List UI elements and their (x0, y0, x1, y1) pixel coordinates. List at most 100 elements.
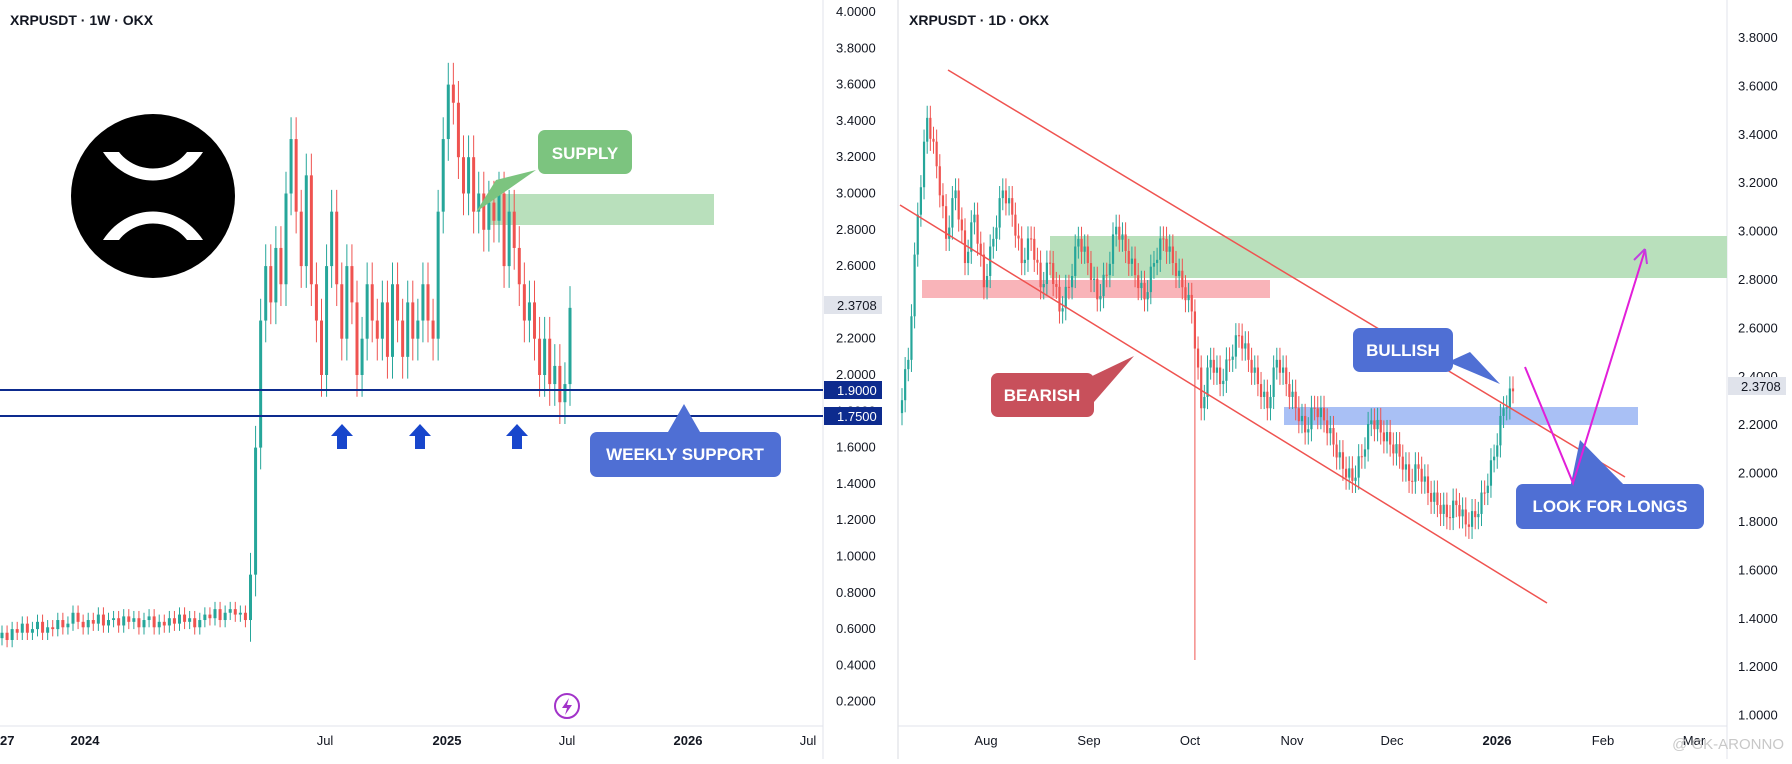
candle-body (1477, 513, 1480, 518)
candle-body (66, 623, 70, 628)
candle-body (1007, 198, 1011, 204)
candle-body (309, 175, 313, 285)
price-tick-label: 4.0000 (836, 4, 876, 19)
time-tick-label: Jul (800, 733, 817, 748)
candle-body (1045, 262, 1048, 285)
candle-body (1011, 198, 1014, 215)
candle-body (451, 84, 455, 103)
candle-body (1263, 391, 1266, 397)
candle-body (330, 211, 334, 267)
candle-body (1354, 477, 1357, 481)
candle-body (1357, 456, 1360, 478)
candle-body (441, 139, 445, 212)
price-tick-label: 2.2000 (1738, 417, 1778, 432)
candle-body (992, 238, 995, 247)
candle-body (1004, 190, 1008, 204)
candle-body (1140, 282, 1143, 289)
candle-body (1470, 511, 1474, 527)
candle-body (1401, 456, 1404, 470)
candle-body (20, 623, 24, 633)
time-tick-label: Dec (1380, 733, 1404, 748)
candle-body (396, 284, 400, 321)
candle-body (1178, 270, 1181, 276)
candle-body (507, 211, 511, 267)
candle-body (25, 623, 29, 633)
candle-body (1417, 464, 1420, 469)
weekly-chart: XRPUSDT · 1W · OKX SUPPLY WEEKLY SUPPORT (0, 0, 882, 759)
candle-body (563, 384, 567, 403)
candle-body (492, 202, 496, 221)
candle-body (543, 338, 547, 375)
candle-body (1433, 492, 1436, 502)
supply-label: SUPPLY (476, 130, 632, 212)
candle-body (406, 302, 410, 357)
candle-body (142, 620, 146, 628)
candle-body (462, 157, 465, 194)
candle-body (1228, 359, 1231, 361)
candle-body (1423, 476, 1426, 482)
candle-body (922, 141, 926, 188)
candle-body (916, 214, 919, 255)
time-tick-label: 2026 (674, 733, 703, 748)
candle-body (1033, 238, 1036, 260)
resistance-zone (922, 280, 1270, 298)
candle-body (1266, 391, 1269, 409)
price-tick-label: 1.6000 (1738, 562, 1778, 577)
price-tick-label: 0.6000 (836, 621, 876, 636)
candle-body (1250, 359, 1253, 373)
candle-body (979, 243, 982, 255)
candle-body (1146, 292, 1149, 300)
candle-body (568, 307, 572, 385)
candle-body (360, 338, 364, 375)
candle-body (1426, 476, 1430, 493)
candle-body (1218, 367, 1222, 385)
candle-body (61, 620, 65, 628)
candle-body (1407, 464, 1411, 481)
candle-body (472, 157, 476, 212)
candle-body (1326, 420, 1329, 434)
candle-body (228, 609, 232, 613)
candle-body (1093, 278, 1096, 280)
candle-body (1222, 380, 1225, 385)
svg-text:2.3708: 2.3708 (837, 298, 877, 313)
candle-body (1036, 259, 1039, 263)
candle-body (1137, 275, 1140, 289)
chart-title: XRPUSDT · 1W · OKX (10, 12, 154, 28)
price-tick-label: 2.8000 (836, 222, 876, 237)
candle-body (1168, 246, 1171, 252)
candle-body (1310, 407, 1313, 430)
candle-body (522, 284, 526, 321)
candle-body (1313, 407, 1316, 409)
candle-body (1070, 275, 1074, 288)
price-tick-label: 2.6000 (1738, 320, 1778, 335)
projection-arrow (1524, 248, 1648, 486)
candle-body (1026, 238, 1030, 260)
candle-body (954, 190, 957, 199)
bullish-label: BULLISH (1353, 328, 1500, 384)
candle-body (538, 338, 542, 375)
weekly-candles (0, 62, 572, 648)
candle-body (1259, 384, 1263, 397)
candle-body (935, 141, 938, 167)
candle-body (1414, 464, 1417, 482)
candle-body (1385, 432, 1389, 442)
candle-body (1363, 449, 1367, 457)
candle-body (910, 316, 913, 360)
candle-body (517, 247, 521, 285)
candle-body (380, 302, 384, 339)
candle-body (1048, 262, 1052, 264)
candle-body (178, 614, 181, 624)
candle-body (132, 618, 136, 622)
candle-body (46, 627, 50, 633)
candle-body (320, 320, 323, 375)
price-tick-label: 1.0000 (836, 549, 876, 564)
candle-body (41, 621, 45, 633)
svg-text:2.3708: 2.3708 (1741, 379, 1781, 394)
candle-body (401, 320, 405, 357)
candle-body (1244, 343, 1247, 349)
candle-body (1064, 286, 1067, 309)
candle-body (193, 618, 197, 628)
candle-body (264, 266, 268, 321)
candle-body (502, 193, 506, 267)
candle-body (1455, 500, 1458, 506)
